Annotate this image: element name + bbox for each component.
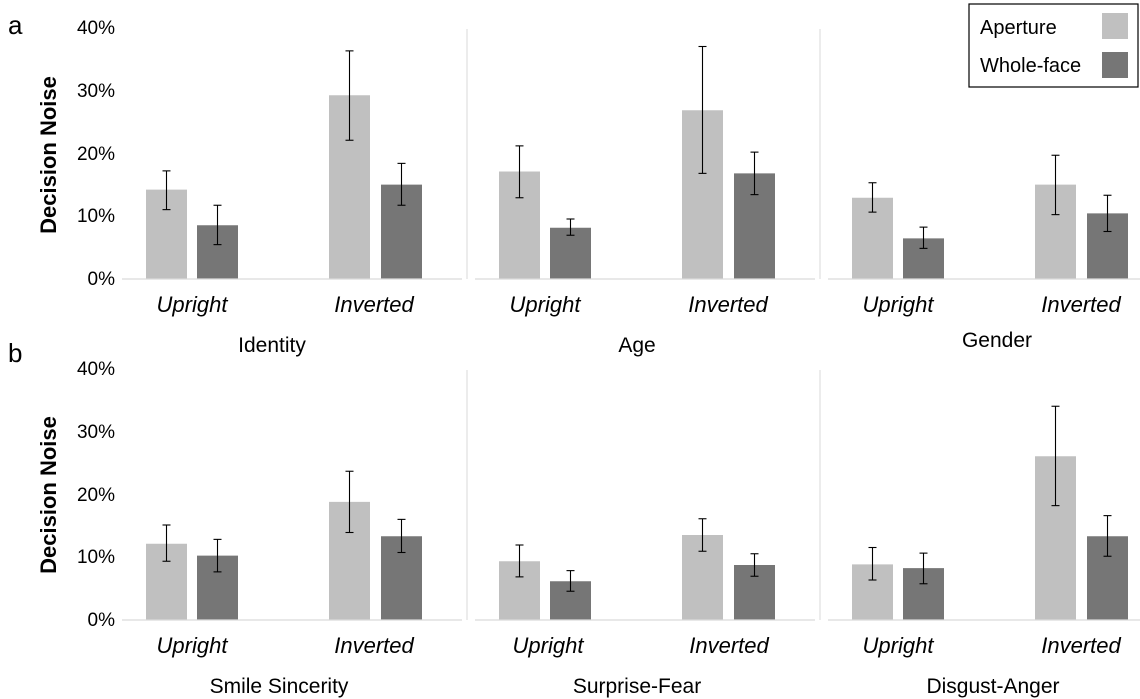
subplot-title-smile-sincerity: Smile Sincerity <box>210 675 349 698</box>
x-category-label: Inverted <box>689 633 769 658</box>
y-tick-label: 0% <box>88 269 116 290</box>
panel-letter-a: a <box>8 10 23 40</box>
y-tick-label: 40% <box>77 359 115 380</box>
bar-age-upright-whole-face <box>550 227 591 279</box>
charts-layer <box>122 29 1140 621</box>
x-category-label: Upright <box>863 633 935 658</box>
subplot-title-age: Age <box>618 334 655 357</box>
y-tick-label: 10% <box>77 206 115 227</box>
x-category-label: Upright <box>513 633 585 658</box>
x-category-label: Upright <box>157 292 229 317</box>
y-tick-labels-panel-a: 40% 30% 20% 10% 0% <box>77 18 115 290</box>
y-tick-label: 20% <box>77 144 115 165</box>
subplot-title-gender: Gender <box>962 329 1032 352</box>
legend-label-aperture: Aperture <box>980 17 1057 39</box>
y-tick-label: 10% <box>77 547 115 568</box>
subplot-title-surprise-fear: Surprise-Fear <box>573 675 701 698</box>
subplot-title-identity: Identity <box>238 334 306 357</box>
x-category-label: Upright <box>863 292 935 317</box>
legend-label-whole-face: Whole-face <box>980 55 1081 77</box>
x-category-label: Inverted <box>688 292 768 317</box>
x-category-label: Inverted <box>334 633 414 658</box>
y-tick-label: 30% <box>77 81 115 102</box>
x-category-label: Inverted <box>334 292 414 317</box>
y-tick-labels-panel-b: 40% 30% 20% 10% 0% <box>77 359 115 631</box>
legend: Aperture Whole-face <box>968 3 1139 88</box>
x-category-label: Inverted <box>1041 292 1121 317</box>
x-category-label: Upright <box>157 633 229 658</box>
y-tick-label: 30% <box>77 422 115 443</box>
y-axis-label-panel-a: Decision Noise <box>36 76 61 234</box>
subplot-title-disgust-anger: Disgust-Anger <box>926 675 1059 698</box>
legend-swatch-whole-face <box>1102 52 1128 78</box>
y-axis-label-panel-b: Decision Noise <box>36 416 61 574</box>
legend-swatch-aperture <box>1102 13 1128 39</box>
panel-letter-b: b <box>8 338 22 368</box>
x-category-label: Inverted <box>1041 633 1121 658</box>
y-tick-label: 40% <box>77 18 115 39</box>
x-category-label: Upright <box>510 292 582 317</box>
y-tick-label: 20% <box>77 485 115 506</box>
y-tick-label: 0% <box>88 610 116 631</box>
